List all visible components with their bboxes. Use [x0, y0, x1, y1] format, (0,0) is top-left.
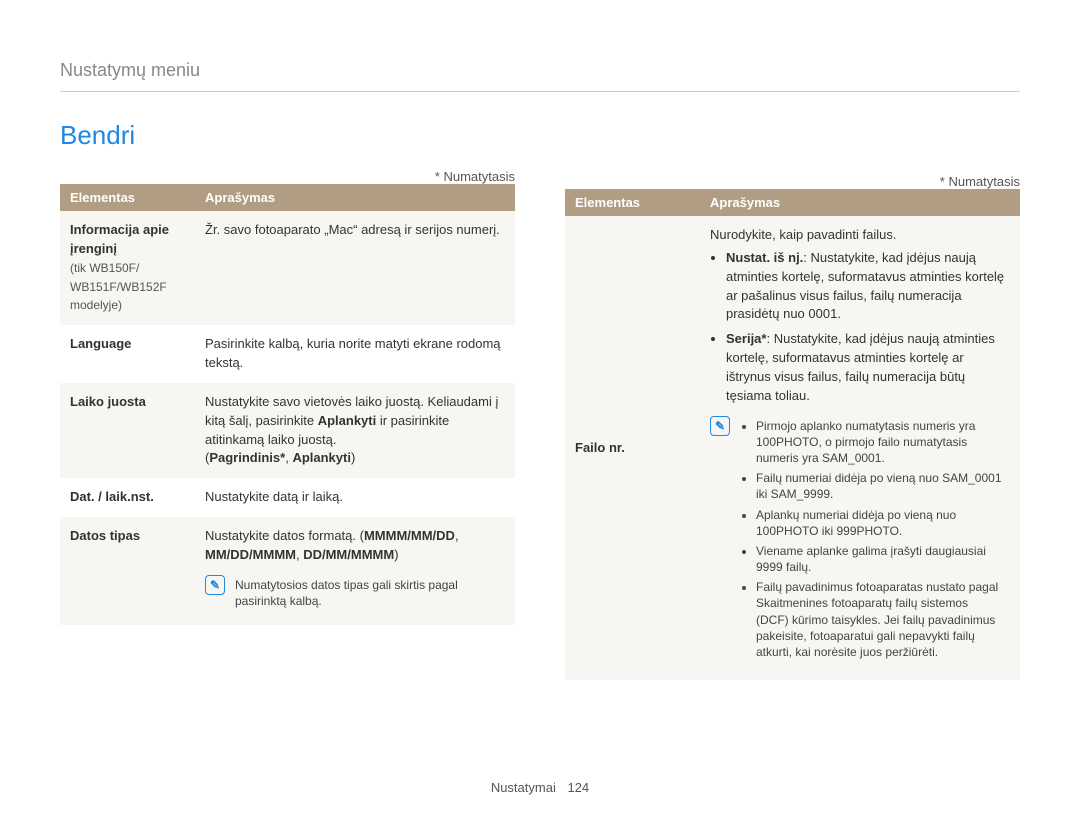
- breadcrumb: Nustatymų meniu: [60, 60, 1020, 85]
- table-row: Datos tipas Nustatykite datos formatą. (…: [60, 517, 515, 625]
- text: ,: [455, 528, 459, 543]
- note-list: Pirmojo aplanko numatytasis numeris yra …: [740, 418, 1004, 661]
- th-element: Elementas: [60, 184, 195, 211]
- list-item: Nustat. iš nj.: Nustatykite, kad įdėjus …: [726, 249, 1010, 324]
- table-row: Failo nr. Nurodykite, kaip pavadinti fai…: [565, 216, 1020, 680]
- note-icon: ✎: [710, 416, 730, 436]
- bold: Serija*: [726, 331, 766, 346]
- text: ): [351, 450, 355, 465]
- settings-table-left: Elementas Aprašymas Informacija apie įre…: [60, 184, 515, 625]
- cell-desc: Nustatykite datą ir laiką.: [195, 478, 515, 517]
- bold: DD/MM/MMMM: [303, 547, 394, 562]
- note-item: Failų numeriai didėja po vieną nuo SAM_0…: [756, 470, 1004, 502]
- default-note-right: * Numatytasis: [565, 174, 1020, 189]
- footer-label: Nustatymai: [491, 780, 556, 795]
- page-number: 124: [567, 780, 589, 795]
- right-column: * Numatytasis Elementas Aprašymas Failo …: [565, 120, 1020, 680]
- note-item: Aplankų numeriai didėja po vieną nuo 100…: [756, 507, 1004, 539]
- bullet-list: Nustat. iš nj. : Nustatykite, kad įdėjus …: [710, 249, 1010, 406]
- note-item: Failų pavadinimus fotoaparatas nustato p…: [756, 579, 1004, 660]
- left-column: Bendri * Numatytasis Elementas Aprašymas…: [60, 120, 515, 680]
- table-row: Language Pasirinkite kalbą, kuria norite…: [60, 325, 515, 383]
- divider: [60, 91, 1020, 92]
- bold: Aplankyti: [318, 413, 377, 428]
- cell-desc: Žr. savo fotoaparato „Mac“ adresą ir ser…: [195, 211, 515, 325]
- text: Nustatykite datos formatą. (: [205, 528, 364, 543]
- cell-key: Language: [60, 325, 195, 383]
- note-text: Numatytosios datos tipas gali skirtis pa…: [235, 578, 458, 608]
- cell-key: Dat. / laik.nst.: [60, 478, 195, 517]
- content-columns: Bendri * Numatytasis Elementas Aprašymas…: [60, 120, 1020, 680]
- footer: Nustatymai 124: [0, 780, 1080, 795]
- default-note-left: * Numatytasis: [60, 169, 515, 184]
- key-sub: (tik WB150F/ WB151F/WB152F modelyje): [70, 261, 167, 313]
- note-item: Viename aplanke galima įrašyti daugiausi…: [756, 543, 1004, 575]
- table-row: Informacija apie įrenginį (tik WB150F/ W…: [60, 211, 515, 325]
- table-row: Dat. / laik.nst. Nustatykite datą ir lai…: [60, 478, 515, 517]
- bold: Nustat. iš nj.: [726, 250, 803, 265]
- cell-key: Failo nr.: [565, 216, 700, 680]
- table-row: Laiko juosta Nustatykite savo vietovės l…: [60, 383, 515, 478]
- section-title: Bendri: [60, 120, 515, 151]
- cell-key: Datos tipas: [60, 517, 195, 625]
- note-item: Pirmojo aplanko numatytasis numeris yra …: [756, 418, 1004, 467]
- intro-text: Nurodykite, kaip pavadinti failus.: [710, 227, 896, 242]
- list-item: Serija*: Nustatykite, kad įdėjus naują a…: [726, 330, 1010, 405]
- note-icon: ✎: [205, 575, 225, 595]
- th-description: Aprašymas: [195, 184, 515, 211]
- note-box: ✎ Numatytosios datos tipas gali skirtis …: [205, 571, 505, 615]
- bold: MM/DD/MMMM: [205, 547, 296, 562]
- bold: MMMM/MM/DD: [364, 528, 455, 543]
- text: ): [394, 547, 398, 562]
- cell-desc: Pasirinkite kalbą, kuria norite matyti e…: [195, 325, 515, 383]
- th-description: Aprašymas: [700, 189, 1020, 216]
- cell-desc: Nustatykite savo vietovės laiko juostą. …: [195, 383, 515, 478]
- bold: Pagrindinis*: [209, 450, 285, 465]
- text: : Nustatykite, kad įdėjus naują atmintie…: [726, 331, 995, 403]
- settings-table-right: Elementas Aprašymas Failo nr. Nurodykite…: [565, 189, 1020, 680]
- note-box: ✎ Pirmojo aplanko numatytasis numeris yr…: [710, 412, 1010, 671]
- bold: Aplankyti: [292, 450, 351, 465]
- cell-key: Laiko juosta: [60, 383, 195, 478]
- cell-desc: Nustatykite datos formatą. (MMMM/MM/DD, …: [195, 517, 515, 625]
- th-element: Elementas: [565, 189, 700, 216]
- key-main: Informacija apie įrenginį: [70, 222, 169, 256]
- cell-desc: Nurodykite, kaip pavadinti failus. Nusta…: [700, 216, 1020, 680]
- cell-key: Informacija apie įrenginį (tik WB150F/ W…: [60, 211, 195, 325]
